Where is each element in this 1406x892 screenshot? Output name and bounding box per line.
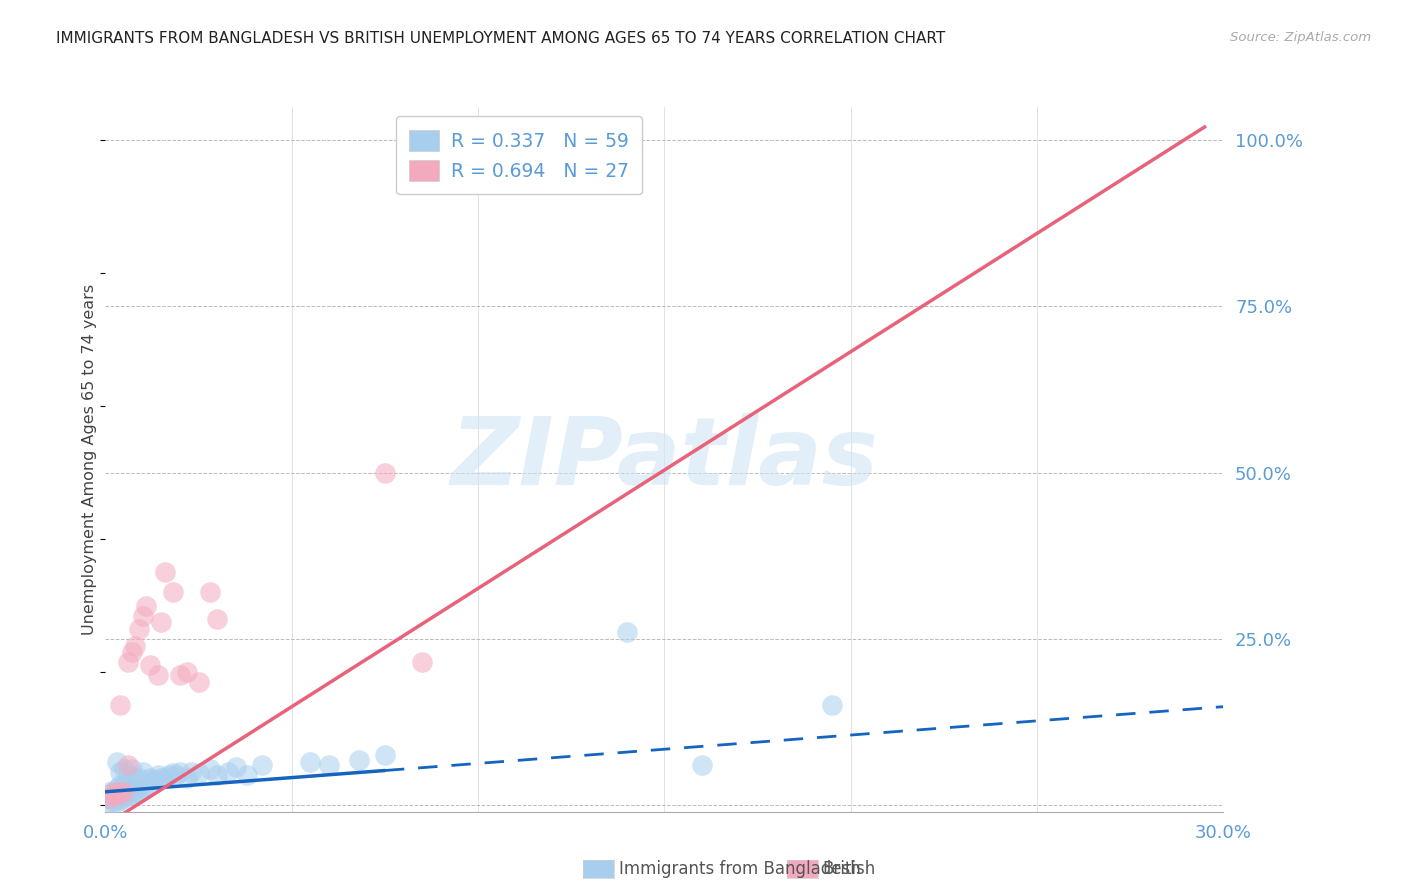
Point: [101, 785, 124, 799]
Point: [146, 668, 169, 682]
Point: [121, 781, 143, 796]
Point: [162, 585, 184, 599]
Point: [124, 639, 146, 653]
Point: [117, 655, 139, 669]
Text: Source: ZipAtlas.com: Source: ZipAtlas.com: [1230, 31, 1371, 45]
Point: [112, 791, 135, 805]
Point: [98, 791, 121, 805]
Point: [207, 768, 229, 782]
Point: [374, 748, 396, 763]
Point: [112, 778, 135, 792]
Point: [128, 772, 150, 786]
Point: [150, 615, 173, 630]
Point: [128, 622, 150, 636]
Point: [198, 762, 221, 776]
Point: [110, 698, 132, 713]
Point: [318, 758, 340, 772]
Point: [121, 788, 143, 802]
Point: [299, 755, 322, 769]
Point: [105, 786, 128, 800]
Point: [374, 466, 396, 480]
Point: [112, 762, 135, 776]
Point: [217, 764, 239, 779]
Point: [142, 772, 165, 787]
Point: [132, 608, 155, 623]
Point: [187, 675, 209, 690]
Point: [110, 764, 132, 779]
Point: [105, 781, 128, 796]
Point: [198, 585, 221, 599]
Y-axis label: Unemployment Among Ages 65 to 74 years: Unemployment Among Ages 65 to 74 years: [82, 284, 97, 635]
Point: [98, 791, 121, 805]
Point: [112, 785, 135, 799]
Point: [139, 772, 162, 786]
Point: [169, 764, 191, 779]
Point: [124, 772, 146, 786]
Point: [101, 791, 124, 805]
Point: [139, 658, 162, 673]
Text: Immigrants from Bangladesh: Immigrants from Bangladesh: [619, 860, 860, 878]
Point: [112, 785, 135, 799]
Point: [132, 764, 155, 779]
Point: [117, 758, 139, 772]
Point: [110, 785, 132, 799]
Point: [105, 788, 128, 802]
Point: [187, 766, 209, 780]
Point: [117, 781, 139, 796]
Point: [579, 133, 602, 147]
Point: [176, 665, 198, 679]
Point: [135, 599, 157, 613]
Point: [411, 655, 433, 669]
Point: [110, 788, 132, 802]
Point: [150, 772, 173, 786]
Point: [110, 778, 132, 792]
Point: [110, 793, 132, 807]
Point: [347, 753, 370, 767]
Point: [128, 785, 150, 799]
Text: ZIPatlas: ZIPatlas: [450, 413, 879, 506]
Legend: R = 0.337   N = 59, R = 0.694   N = 27: R = 0.337 N = 59, R = 0.694 N = 27: [396, 117, 641, 194]
Point: [135, 778, 157, 792]
Text: IMMIGRANTS FROM BANGLADESH VS BRITISH UNEMPLOYMENT AMONG AGES 65 TO 74 YEARS COR: IMMIGRANTS FROM BANGLADESH VS BRITISH UN…: [56, 31, 945, 46]
Point: [98, 795, 121, 809]
Point: [132, 781, 155, 796]
Point: [101, 788, 124, 802]
Point: [157, 768, 180, 782]
Point: [162, 766, 184, 780]
Point: [180, 764, 202, 779]
Point: [110, 785, 132, 799]
Point: [616, 625, 638, 640]
Point: [169, 668, 191, 682]
Point: [153, 772, 176, 786]
Point: [105, 791, 128, 805]
Point: [207, 612, 229, 626]
Point: [124, 786, 146, 800]
Point: [121, 645, 143, 659]
Point: [101, 788, 124, 802]
Point: [105, 755, 128, 769]
Point: [105, 795, 128, 809]
Point: [225, 759, 247, 773]
Point: [176, 772, 198, 786]
Text: British: British: [823, 860, 876, 878]
Point: [121, 762, 143, 776]
Point: [146, 768, 169, 782]
Point: [117, 788, 139, 802]
Point: [101, 795, 124, 809]
Point: [153, 566, 176, 580]
Point: [98, 785, 121, 799]
Point: [250, 758, 273, 772]
Point: [821, 698, 844, 713]
Point: [101, 785, 124, 799]
Point: [165, 768, 187, 782]
Point: [690, 758, 713, 772]
Point: [117, 768, 139, 782]
Point: [236, 768, 259, 782]
